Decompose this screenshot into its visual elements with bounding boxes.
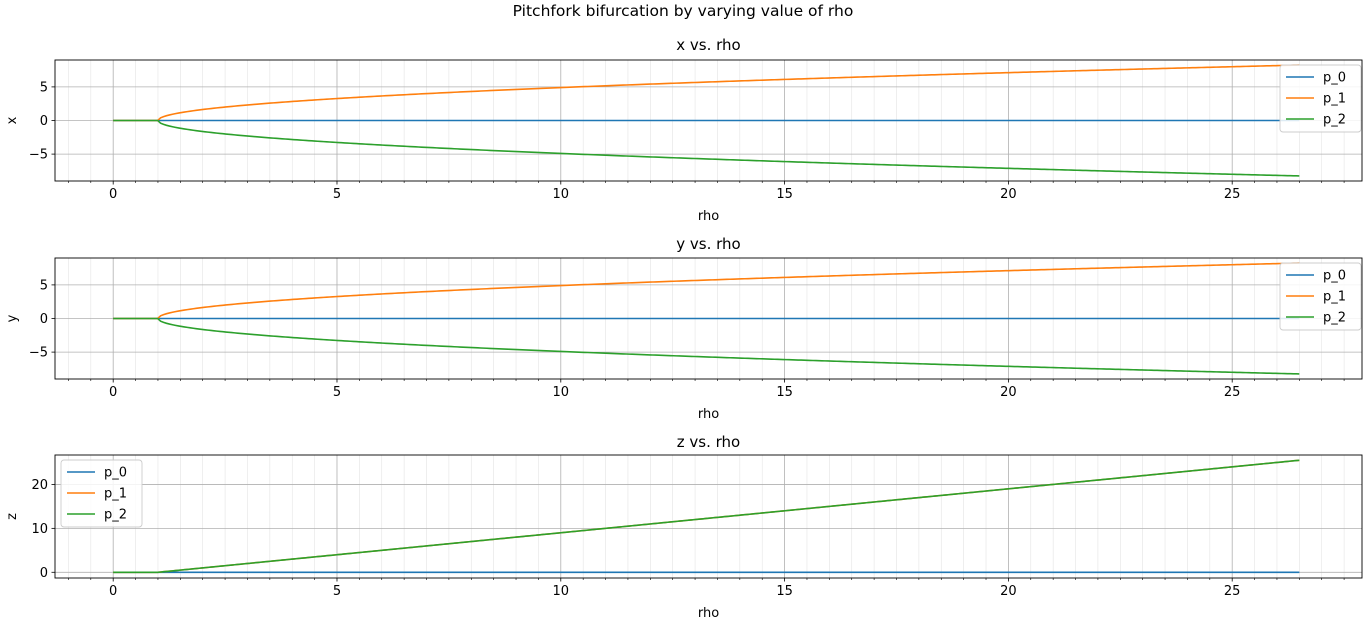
x-tick-label: 10 xyxy=(553,385,570,400)
subplot-2: 0 5 10 15 20 25 −5 0 5 y vs. rho rho y p_0 p_1 p_2 xyxy=(5,235,1363,422)
x-tick-label: 25 xyxy=(1224,385,1241,400)
x-tick-label: 15 xyxy=(776,187,793,202)
series-line-p1 xyxy=(113,64,1300,122)
series-line-p1 xyxy=(113,262,1300,320)
axes-frame xyxy=(54,454,1363,579)
subplot-title: z vs. rho xyxy=(677,433,740,451)
y-axis-label: z xyxy=(5,513,20,520)
legend-box xyxy=(60,459,143,528)
x-tick-label: 25 xyxy=(1224,187,1241,202)
y-tick-label: 0 xyxy=(40,566,48,581)
y-axis-label: y xyxy=(5,314,20,322)
subplot-1: 0 5 10 15 20 25 −5 0 5 x vs. rho rho x p_0 p_1 p_2 xyxy=(5,36,1363,224)
legend-label: p_0 xyxy=(104,466,127,481)
x-tick-label: 0 xyxy=(109,187,117,202)
legend-label: p_1 xyxy=(1323,290,1346,305)
legend-box xyxy=(1279,262,1362,331)
axes-frame xyxy=(54,257,1363,380)
y-axis-label: x xyxy=(5,116,20,124)
x-tick-label: 20 xyxy=(1000,385,1017,400)
figure-suptitle: Pitchfork bifurcation by varying value o… xyxy=(513,2,854,20)
x-tick-label: 5 xyxy=(333,187,341,202)
legend-label: p_2 xyxy=(1323,311,1346,326)
axes-frame xyxy=(54,59,1363,182)
x-tick-label: 5 xyxy=(333,385,341,400)
subplots: 0 5 10 15 20 25 −5 0 5 x vs. rho rho x p_0 p_1 p_2 0 5 10… xyxy=(5,36,1363,621)
series-line-p2 xyxy=(113,119,1300,177)
legend: p_0 p_1 p_2 xyxy=(1279,262,1362,331)
x-tick-label: 20 xyxy=(1000,584,1017,599)
x-tick-label: 10 xyxy=(553,584,570,599)
y-tick-label: 0 xyxy=(40,312,48,327)
legend-box xyxy=(1279,64,1362,133)
legend-label: p_0 xyxy=(1323,71,1346,86)
subplot-title: x vs. rho xyxy=(676,36,740,54)
legend-label: p_1 xyxy=(1323,92,1346,107)
legend-label: p_0 xyxy=(1323,269,1346,284)
x-tick-label: 10 xyxy=(553,187,570,202)
y-tick-label: 0 xyxy=(40,114,48,129)
legend-label: p_1 xyxy=(104,487,127,502)
x-tick-label: 25 xyxy=(1224,584,1241,599)
x-axis-label: rho xyxy=(698,407,719,422)
x-axis-label: rho xyxy=(698,606,719,621)
x-axis-label: rho xyxy=(698,209,719,224)
legend: p_0 p_1 p_2 xyxy=(60,459,143,528)
x-tick-label: 0 xyxy=(109,584,117,599)
y-tick-label: 10 xyxy=(31,522,48,537)
legend-label: p_2 xyxy=(104,508,127,523)
legend-label: p_2 xyxy=(1323,113,1346,128)
y-tick-label: 5 xyxy=(40,278,48,293)
x-tick-label: 0 xyxy=(109,385,117,400)
x-tick-label: 15 xyxy=(776,584,793,599)
y-tick-label: 20 xyxy=(31,478,48,493)
y-tick-label: 5 xyxy=(40,80,48,95)
series-line-p2 xyxy=(113,459,1300,574)
subplot-3: 0 5 10 15 20 25 0 10 20 z vs. rho rho z p_0 p_1 p_2 xyxy=(5,433,1363,621)
legend: p_0 p_1 p_2 xyxy=(1279,64,1362,133)
y-tick-label: −5 xyxy=(29,148,48,163)
y-tick-label: −5 xyxy=(29,346,48,361)
x-tick-label: 15 xyxy=(776,385,793,400)
x-tick-label: 20 xyxy=(1000,187,1017,202)
x-tick-label: 5 xyxy=(333,584,341,599)
series-line-p2 xyxy=(113,317,1300,375)
subplot-title: y vs. rho xyxy=(676,235,740,253)
